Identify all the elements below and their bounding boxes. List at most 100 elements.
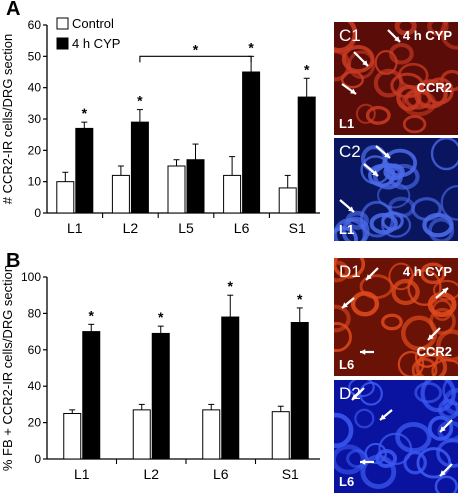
arrow-icon-head <box>362 60 368 66</box>
significance-star: * <box>89 307 95 323</box>
legend-label: 4 h CYP <box>72 36 120 51</box>
legend-label: Control <box>72 16 114 31</box>
cell <box>388 262 414 291</box>
y-axis-label: % FB + CCR2-IR cells/DRG section <box>0 265 15 471</box>
cell <box>381 313 403 331</box>
y-tick-label: 80 <box>28 306 42 320</box>
y-tick-label: 40 <box>28 81 42 95</box>
bar-control <box>111 174 130 214</box>
micrograph-c1-condition: 4 h CYP <box>402 28 452 43</box>
bar-cyp <box>290 322 309 460</box>
arrow-icon-head <box>380 414 386 420</box>
cell <box>378 432 413 466</box>
cell <box>432 279 458 301</box>
category-label: L2 <box>123 220 139 236</box>
cell <box>428 217 455 241</box>
cell <box>334 412 354 448</box>
significance-star: * <box>248 39 254 55</box>
category-label: L6 <box>234 220 250 236</box>
bar-control <box>202 409 221 460</box>
y-tick-label: 10 <box>28 175 42 189</box>
arrow-icon-head <box>360 459 366 465</box>
y-tick-label: 100 <box>21 270 41 284</box>
category-label: L5 <box>178 220 194 236</box>
y-axis-label: # CCR2-IR cells/DRG section <box>0 34 15 205</box>
arrow-icon-head <box>360 349 366 355</box>
cell <box>334 49 351 82</box>
significance-star: * <box>82 105 88 121</box>
cell <box>442 380 458 406</box>
cell <box>359 381 383 406</box>
y-tick-label: 50 <box>28 49 42 63</box>
cell <box>402 115 427 134</box>
cell <box>388 163 420 190</box>
micrograph-c2: C2 L1 <box>334 138 458 241</box>
cell <box>414 382 443 404</box>
bar-control <box>63 413 82 460</box>
micrograph-c1-level: L1 <box>339 116 355 131</box>
bar-cyp <box>221 316 240 460</box>
micrograph-d1: D1 4 h CYP CCR2 L6 <box>334 258 458 376</box>
micrograph-d2: D2 L6 <box>334 380 458 493</box>
micrograph-d1-level: L6 <box>339 357 355 372</box>
arrow-icon-head <box>342 302 348 308</box>
bar-control <box>56 181 75 214</box>
category-label: L6 <box>213 466 229 482</box>
cell <box>334 226 358 241</box>
arrow-icon-head <box>384 152 390 158</box>
cell <box>411 197 442 222</box>
cell <box>334 444 366 475</box>
bar-cyp <box>242 71 261 214</box>
cell <box>334 258 366 279</box>
cell <box>350 291 380 317</box>
y-tick-label: 20 <box>28 143 42 157</box>
chart-b: 0 20 40 60 80 100 % FB + CCR2-IR cells/DRG sec… <box>0 265 320 482</box>
arrow-icon-head <box>352 394 358 400</box>
bar-control <box>278 187 297 214</box>
bar-cyp <box>186 159 205 214</box>
cell <box>395 422 432 453</box>
y-tick-label: 0 <box>34 452 41 466</box>
cell <box>391 278 420 306</box>
cell <box>403 451 427 475</box>
cell <box>414 346 439 368</box>
micrograph-d1-stain: CCR2 <box>416 344 452 359</box>
bar-control <box>132 409 151 460</box>
cell <box>345 210 369 230</box>
micrograph-d1-id: D1 <box>339 262 361 281</box>
cell <box>411 357 438 376</box>
significance-star: * <box>137 93 143 109</box>
significance-star: * <box>297 291 303 307</box>
cell <box>416 447 452 479</box>
cell <box>334 322 352 353</box>
bar-cyp <box>75 127 94 214</box>
cell <box>354 408 375 429</box>
chart-a: 0 10 20 30 40 50 60 # CCR2-IR cells/DRG section… <box>0 16 320 236</box>
bar-control <box>271 411 290 460</box>
cell <box>407 269 442 307</box>
cell <box>340 70 365 89</box>
cell <box>431 358 458 376</box>
micrograph-c2-cells <box>334 138 458 241</box>
arrow-icon-head <box>440 426 446 432</box>
significance-bracket <box>139 55 252 63</box>
cell <box>440 22 458 50</box>
cell <box>427 22 449 36</box>
bar-cyp <box>297 96 316 214</box>
micrograph-d2-level: L6 <box>339 474 355 489</box>
arrow-icon-head <box>366 274 372 280</box>
bar-cyp <box>130 121 149 214</box>
micrograph-d2-cells <box>334 380 458 493</box>
cell <box>373 162 404 190</box>
legend-swatch <box>56 17 69 30</box>
bar-control <box>223 174 242 214</box>
significance-star: * <box>158 309 164 325</box>
category-label: L2 <box>143 466 159 482</box>
cell <box>425 77 454 105</box>
cell <box>430 138 458 171</box>
y-tick-label: 20 <box>28 416 42 430</box>
arrow-icon-head <box>428 334 434 340</box>
category-label: L1 <box>74 466 90 482</box>
y-tick-label: 0 <box>34 206 41 220</box>
cell <box>427 415 454 441</box>
